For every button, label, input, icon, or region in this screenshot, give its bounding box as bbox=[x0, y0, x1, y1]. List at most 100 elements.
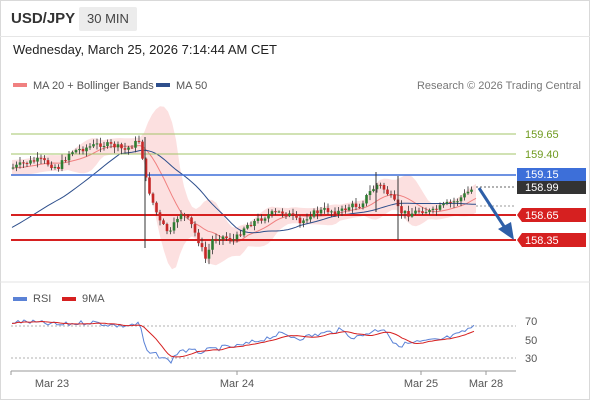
candle-body bbox=[95, 143, 99, 145]
candle-body bbox=[144, 158, 148, 178]
candle-body bbox=[67, 153, 71, 161]
candle-body bbox=[71, 152, 74, 154]
candle-body bbox=[410, 213, 414, 217]
candle-body bbox=[137, 140, 141, 142]
rsi-tick-70: 70 bbox=[525, 316, 537, 328]
candle-body bbox=[459, 197, 463, 202]
candle-body bbox=[130, 147, 134, 149]
candle-body bbox=[403, 211, 407, 214]
candle-body bbox=[340, 208, 344, 211]
candle-body bbox=[309, 216, 312, 220]
candle-body bbox=[172, 222, 176, 231]
x-label-mar28: Mar 28 bbox=[469, 378, 503, 390]
datetime-label: Wednesday, March 25, 2026 7:14:44 AM CET bbox=[13, 42, 277, 57]
candle-body bbox=[148, 177, 151, 194]
candle-body bbox=[57, 166, 60, 169]
candle-body bbox=[393, 194, 396, 200]
candle-body bbox=[466, 191, 470, 194]
candle-body bbox=[438, 205, 442, 210]
candle-body bbox=[358, 206, 361, 208]
level-159-15-tag bbox=[517, 168, 586, 181]
candle-body bbox=[382, 184, 386, 190]
candle-body bbox=[435, 208, 438, 210]
level-158-65-tag bbox=[517, 208, 586, 222]
candle-body bbox=[333, 211, 337, 215]
rsi-tick-30: 30 bbox=[525, 353, 537, 365]
candle-body bbox=[36, 157, 39, 162]
ma9-legend-label: 9MA bbox=[82, 293, 105, 305]
candle-body bbox=[288, 213, 291, 217]
candle-body bbox=[214, 239, 218, 241]
candle-body bbox=[169, 230, 172, 232]
candle-body bbox=[18, 162, 22, 165]
candle-body bbox=[43, 158, 46, 161]
candle-body bbox=[141, 141, 144, 159]
level-158-65-label: 158.65 bbox=[525, 210, 559, 222]
candle-body bbox=[232, 239, 235, 241]
legend-ma20: MA 20 + Bollinger Bands bbox=[13, 80, 154, 92]
candle-body bbox=[337, 210, 340, 215]
candle-body bbox=[207, 249, 211, 259]
candle-body bbox=[64, 160, 67, 162]
candle-body bbox=[312, 210, 316, 217]
candle-body bbox=[442, 203, 445, 206]
candle-body bbox=[456, 201, 459, 203]
candle-body bbox=[445, 201, 449, 204]
level-158-35-label: 158.35 bbox=[525, 235, 559, 247]
candle-body bbox=[291, 213, 295, 215]
candle-body bbox=[228, 238, 232, 241]
candle-body bbox=[316, 210, 319, 214]
candle-body bbox=[25, 163, 29, 165]
level-158-35-tag bbox=[517, 233, 586, 247]
candle-body bbox=[197, 232, 200, 244]
candle-body bbox=[123, 148, 127, 150]
candle-body bbox=[249, 225, 253, 227]
candle-body bbox=[242, 228, 246, 236]
last-price-tag bbox=[517, 181, 586, 194]
candle-body bbox=[407, 211, 410, 217]
candle-body bbox=[155, 202, 158, 213]
last-price-label: 158.99 bbox=[525, 182, 559, 194]
candle-body bbox=[134, 140, 137, 148]
candle-body bbox=[225, 236, 228, 239]
candle-body bbox=[470, 189, 473, 192]
candle-body bbox=[270, 211, 274, 215]
candle-body bbox=[162, 220, 165, 225]
candle-body bbox=[424, 212, 428, 214]
candle-body bbox=[211, 239, 214, 250]
candle-body bbox=[22, 162, 25, 164]
candle-body bbox=[302, 220, 305, 224]
x-label-mar25: Mar 25 bbox=[404, 378, 438, 390]
ma9-swatch bbox=[62, 297, 76, 301]
x-label-mar23: Mar 23 bbox=[35, 378, 69, 390]
candle-body bbox=[221, 236, 225, 240]
candle-body bbox=[127, 147, 130, 150]
candle-body bbox=[218, 239, 221, 241]
candle-body bbox=[463, 193, 466, 198]
timeframe-button[interactable]: 30 MIN bbox=[79, 7, 137, 31]
ma20-line bbox=[11, 144, 477, 243]
candle-body bbox=[151, 193, 155, 203]
candle-body bbox=[85, 147, 88, 152]
candle-body bbox=[344, 208, 347, 211]
candle-body bbox=[120, 144, 123, 149]
candle-body bbox=[330, 211, 333, 213]
candle-body bbox=[246, 225, 249, 229]
candle-body bbox=[281, 211, 284, 214]
candle-body bbox=[351, 203, 354, 208]
candle-body bbox=[361, 203, 365, 208]
credit-label: Research © 2026 Trading Central bbox=[416, 80, 581, 92]
bollinger-band bbox=[12, 106, 476, 270]
rsi-legend-label: RSI bbox=[33, 293, 51, 305]
candle-body bbox=[323, 208, 326, 210]
candle-body bbox=[200, 243, 204, 248]
candle-body bbox=[431, 208, 435, 211]
candle-body bbox=[99, 143, 102, 147]
candle-body bbox=[50, 164, 53, 169]
level-159-15-label: 159.15 bbox=[525, 169, 559, 181]
legend-ma50: MA 50 bbox=[156, 80, 207, 92]
symbol-label: USD/JPY bbox=[11, 10, 76, 27]
forecast-arrow bbox=[477, 187, 514, 240]
candle-body bbox=[267, 214, 270, 219]
